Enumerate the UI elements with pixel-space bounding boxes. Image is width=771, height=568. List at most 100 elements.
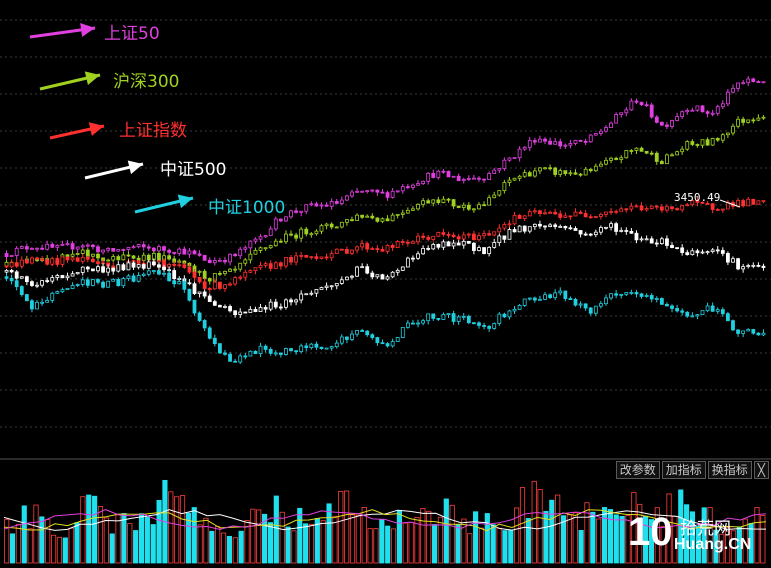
candle-body	[60, 289, 65, 293]
volume-bar	[109, 533, 115, 564]
volume-bar	[584, 502, 590, 564]
legend-arrow-head	[84, 71, 100, 85]
candle-body	[624, 150, 629, 159]
candle-body	[568, 172, 573, 175]
candle-body	[268, 263, 273, 269]
volume-bar	[138, 513, 145, 564]
candle-body	[609, 122, 613, 128]
candle-body	[522, 215, 527, 219]
candle-body	[187, 267, 192, 273]
volume-bar	[473, 511, 479, 564]
volume-ma-line	[3, 509, 767, 532]
candle-body	[350, 249, 354, 254]
candle-body	[45, 259, 50, 265]
candle-body	[527, 297, 532, 300]
candle-body	[736, 258, 740, 270]
candle-body	[116, 264, 121, 272]
volume-bar	[279, 511, 285, 564]
candle-body	[238, 276, 243, 279]
candle-body	[710, 249, 715, 253]
candle-body	[400, 241, 405, 243]
candle-body	[720, 134, 725, 141]
candle-body	[588, 233, 593, 236]
candle-body	[634, 100, 639, 103]
candle-body	[456, 236, 461, 240]
candle-body	[111, 267, 116, 272]
candle-body	[121, 249, 126, 251]
candle-body	[238, 355, 243, 363]
volume-bar	[86, 494, 92, 564]
candle-body	[558, 170, 563, 175]
candle-body	[55, 275, 60, 278]
candle-body	[380, 248, 385, 252]
volume-bar	[92, 495, 98, 564]
candle-body	[273, 262, 278, 269]
candle-body	[207, 278, 212, 282]
candle-body	[614, 114, 619, 124]
candle-body	[4, 265, 9, 268]
volume-bar	[496, 527, 502, 564]
candle-body	[192, 271, 197, 278]
candle-body	[238, 262, 243, 270]
candle-body	[649, 205, 654, 209]
candle-body	[507, 157, 512, 161]
candle-body	[40, 247, 44, 250]
candle-body	[665, 238, 669, 246]
volume-bar	[437, 516, 444, 564]
candle-body	[106, 259, 111, 262]
candle-body	[289, 348, 293, 352]
switch-indicator-button[interactable]: 换指标	[707, 461, 752, 479]
candle-body	[197, 291, 202, 295]
volume-bar	[555, 494, 561, 564]
modify-params-button[interactable]: 改参数	[615, 461, 660, 479]
candle-body	[324, 223, 329, 227]
candle-body	[136, 244, 141, 248]
series-0	[4, 76, 766, 266]
candle-body	[487, 173, 492, 180]
candle-body	[350, 333, 354, 340]
candle-body	[558, 226, 563, 228]
candle-body	[395, 190, 400, 193]
candle-body	[365, 190, 370, 192]
candle-body	[233, 310, 238, 316]
candle-body	[609, 223, 613, 228]
candle-body	[329, 223, 334, 228]
candle-body	[614, 157, 619, 160]
candle-body	[507, 179, 512, 183]
candle-body	[9, 262, 14, 268]
candle-body	[543, 167, 547, 170]
candle-body	[512, 214, 517, 225]
candle-body	[761, 81, 766, 84]
candle-body	[126, 262, 131, 271]
candle-body	[96, 261, 100, 264]
candle-body	[553, 211, 558, 215]
candle-body	[146, 254, 151, 261]
candle-body	[355, 246, 359, 251]
candle-body	[644, 150, 649, 154]
candle-body	[532, 140, 537, 143]
add-indicator-button[interactable]: 加指标	[661, 461, 706, 479]
candle-body	[543, 225, 547, 228]
candle-body	[65, 275, 70, 279]
volume-bar	[185, 512, 191, 564]
candle-body	[593, 305, 598, 314]
candle-body	[385, 192, 390, 198]
candle-body	[162, 272, 166, 275]
candle-body	[182, 281, 187, 290]
candle-body	[471, 177, 476, 180]
candle-body	[217, 304, 222, 308]
candle-body	[334, 248, 339, 254]
candle-body	[70, 257, 75, 261]
candle-body	[573, 172, 578, 175]
candle-body	[477, 235, 481, 241]
candle-body	[50, 277, 55, 282]
candle-body	[599, 130, 603, 134]
candle-body	[202, 255, 207, 261]
candle-body	[14, 247, 19, 256]
candle-body	[96, 279, 100, 283]
candle-body	[553, 141, 558, 145]
close-icon[interactable]: ╳	[753, 461, 769, 479]
candle-body	[380, 274, 385, 280]
candle-body	[350, 191, 354, 197]
candle-body	[263, 345, 268, 350]
